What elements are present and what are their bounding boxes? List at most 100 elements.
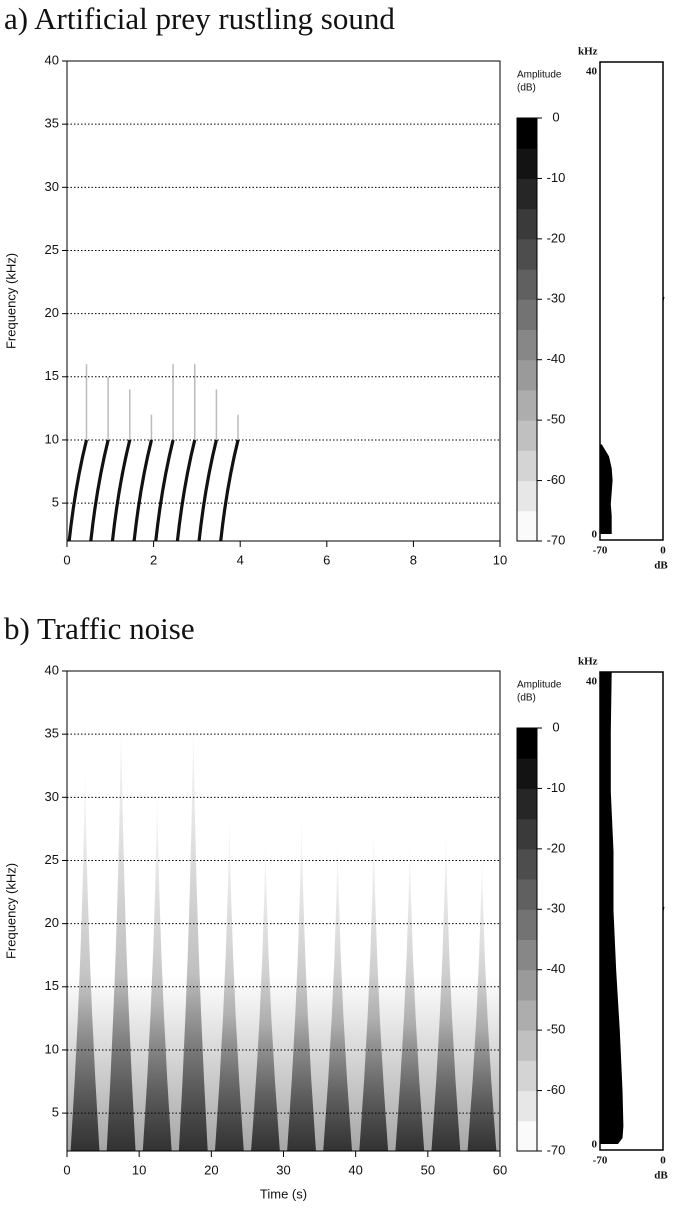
colorbar-step <box>517 848 537 880</box>
spectrum-freq-tick: 0 <box>592 1139 598 1151</box>
x-axis-label: Time (s) <box>260 1186 307 1201</box>
colorbar-label: (dB) <box>517 83 536 94</box>
x-tick-label: 60 <box>493 1162 507 1177</box>
colorbar-label: Amplitude <box>517 680 562 691</box>
colorbar-step <box>517 758 537 789</box>
x-tick-label: 40 <box>348 1162 362 1177</box>
y-tick-label: 40 <box>45 662 59 677</box>
noise-pulse <box>70 759 100 1151</box>
colorbar-step <box>517 510 537 542</box>
noise-pulse <box>467 847 497 1151</box>
colorbar-step <box>517 329 537 361</box>
colorbar-step <box>517 1090 537 1122</box>
colorbar-step <box>517 818 537 850</box>
x-tick-label: 8 <box>410 552 417 567</box>
colorbar-tick-label: -20 <box>547 230 566 245</box>
colorbar-step <box>517 269 537 300</box>
colorbar-tick-label: -60 <box>547 1082 566 1097</box>
x-tick-label: 10 <box>493 552 507 567</box>
sweep <box>175 439 197 542</box>
colorbar-tick-label: -30 <box>547 901 566 916</box>
colorbar-tick-label: -50 <box>547 412 566 427</box>
y-axis-label: Frequency (kHz) <box>3 863 18 959</box>
colorbar-tick-label: -10 <box>547 170 566 185</box>
colorbar-step <box>517 999 537 1031</box>
noise-pulse <box>178 708 208 1151</box>
y-tick-label: 20 <box>45 305 59 320</box>
noise-pulse <box>142 784 172 1151</box>
noise-pulse <box>214 809 244 1151</box>
colorbar-frame <box>516 727 538 1152</box>
colorbar-tick-label: 0 <box>552 719 559 734</box>
colorbar-step <box>517 420 537 451</box>
colorbar-step <box>517 1060 537 1092</box>
colorbar-label: Amplitude <box>517 70 562 81</box>
spectrum-db-tick: -70 <box>593 545 608 557</box>
colorbar-step <box>517 178 537 210</box>
colorbar-step <box>517 389 537 421</box>
colorbar-step <box>517 299 537 330</box>
colorbar-step <box>517 788 537 820</box>
spectrum-mid-tick <box>662 906 665 912</box>
mean-spectrum <box>600 672 624 1145</box>
mean-spectrum <box>600 444 613 535</box>
y-tick-label: 10 <box>45 431 59 446</box>
colorbar-tick-label: 0 <box>552 109 559 124</box>
plot-frame <box>66 670 501 1152</box>
colorbar-frame <box>516 117 538 542</box>
y-tick-label: 20 <box>45 915 59 930</box>
y-tick-label: 5 <box>52 1105 59 1120</box>
colorbar-step <box>517 879 537 910</box>
spectrum-axis-label: kHz <box>578 46 598 58</box>
y-axis-label: Frequency (kHz) <box>3 253 18 349</box>
colorbar-tick-label: -10 <box>547 780 566 795</box>
colorbar-step <box>517 939 537 971</box>
colorbar-tick-label: -20 <box>547 840 566 855</box>
y-tick-label: 15 <box>45 978 59 993</box>
spectrum-freq-tick: 40 <box>586 66 598 78</box>
x-tick-label: 0 <box>63 1162 70 1177</box>
sweep <box>219 439 240 542</box>
x-tick-label: 6 <box>323 552 330 567</box>
y-tick-label: 25 <box>45 242 59 257</box>
colorbar-step <box>517 148 537 179</box>
spectrum-freq-tick: 40 <box>586 676 598 688</box>
spectrum-value-label: dB <box>654 560 668 572</box>
sweep <box>110 439 132 542</box>
colorbar-step <box>517 480 537 512</box>
spectrum-db-tick: 0 <box>660 545 666 557</box>
noise-pulse <box>395 835 425 1151</box>
sweep <box>197 439 218 542</box>
noise-pulse <box>106 708 136 1151</box>
noise-pulse <box>359 822 389 1151</box>
y-tick-label: 15 <box>45 368 59 383</box>
noise-pulse <box>251 835 280 1151</box>
colorbar-step <box>517 1120 537 1152</box>
colorbar-tick-label: -40 <box>547 961 566 976</box>
y-tick-label: 35 <box>45 116 59 131</box>
noise-pulse <box>287 809 316 1151</box>
panel-title: b) Traffic noise <box>4 611 195 646</box>
colorbar-tick-label: -30 <box>547 291 566 306</box>
sweep <box>132 439 153 542</box>
colorbar-step <box>517 909 537 940</box>
noise-floor <box>67 974 500 1151</box>
colorbar-step <box>517 359 537 391</box>
colorbar-step <box>517 1030 537 1061</box>
sweep <box>154 439 175 542</box>
spectrum-mid-tick <box>662 296 665 302</box>
y-tick-label: 10 <box>45 1041 59 1056</box>
colorbar-tick-label: -40 <box>547 351 566 366</box>
y-tick-label: 5 <box>52 495 59 510</box>
y-tick-label: 30 <box>45 179 59 194</box>
spectrum-value-label: dB <box>654 1170 668 1182</box>
x-tick-label: 30 <box>276 1162 290 1177</box>
plot-frame <box>66 60 501 542</box>
colorbar-label: (dB) <box>517 693 536 704</box>
colorbar-step <box>517 969 537 1001</box>
colorbar-step <box>517 118 537 149</box>
y-tick-label: 35 <box>45 726 59 741</box>
colorbar-step <box>517 728 537 759</box>
x-tick-label: 10 <box>132 1162 146 1177</box>
